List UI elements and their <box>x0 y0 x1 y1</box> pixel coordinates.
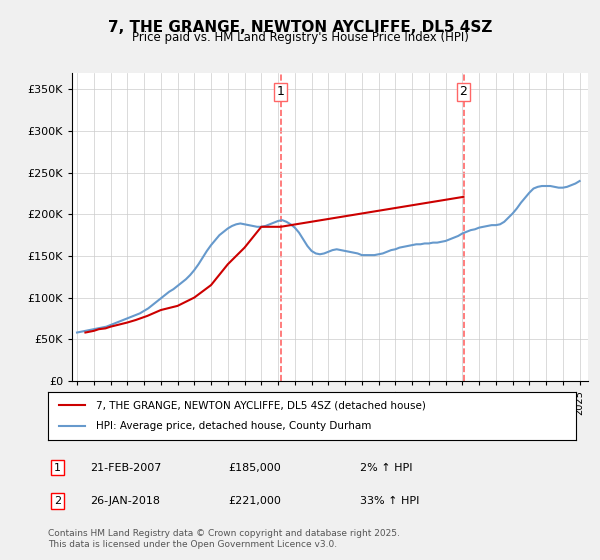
Text: HPI: Average price, detached house, County Durham: HPI: Average price, detached house, Coun… <box>95 421 371 431</box>
Text: 21-FEB-2007: 21-FEB-2007 <box>90 463 161 473</box>
Text: £185,000: £185,000 <box>228 463 281 473</box>
Text: 1: 1 <box>54 463 61 473</box>
Text: 2% ↑ HPI: 2% ↑ HPI <box>360 463 413 473</box>
Text: 33% ↑ HPI: 33% ↑ HPI <box>360 496 419 506</box>
Text: 7, THE GRANGE, NEWTON AYCLIFFE, DL5 4SZ (detached house): 7, THE GRANGE, NEWTON AYCLIFFE, DL5 4SZ … <box>95 400 425 410</box>
Text: 1: 1 <box>277 85 284 98</box>
Text: Price paid vs. HM Land Registry's House Price Index (HPI): Price paid vs. HM Land Registry's House … <box>131 31 469 44</box>
Text: 2: 2 <box>460 85 467 98</box>
Text: £221,000: £221,000 <box>228 496 281 506</box>
Text: 26-JAN-2018: 26-JAN-2018 <box>90 496 160 506</box>
Text: Contains HM Land Registry data © Crown copyright and database right 2025.
This d: Contains HM Land Registry data © Crown c… <box>48 529 400 549</box>
Text: 2: 2 <box>54 496 61 506</box>
Text: 7, THE GRANGE, NEWTON AYCLIFFE, DL5 4SZ: 7, THE GRANGE, NEWTON AYCLIFFE, DL5 4SZ <box>108 20 492 35</box>
